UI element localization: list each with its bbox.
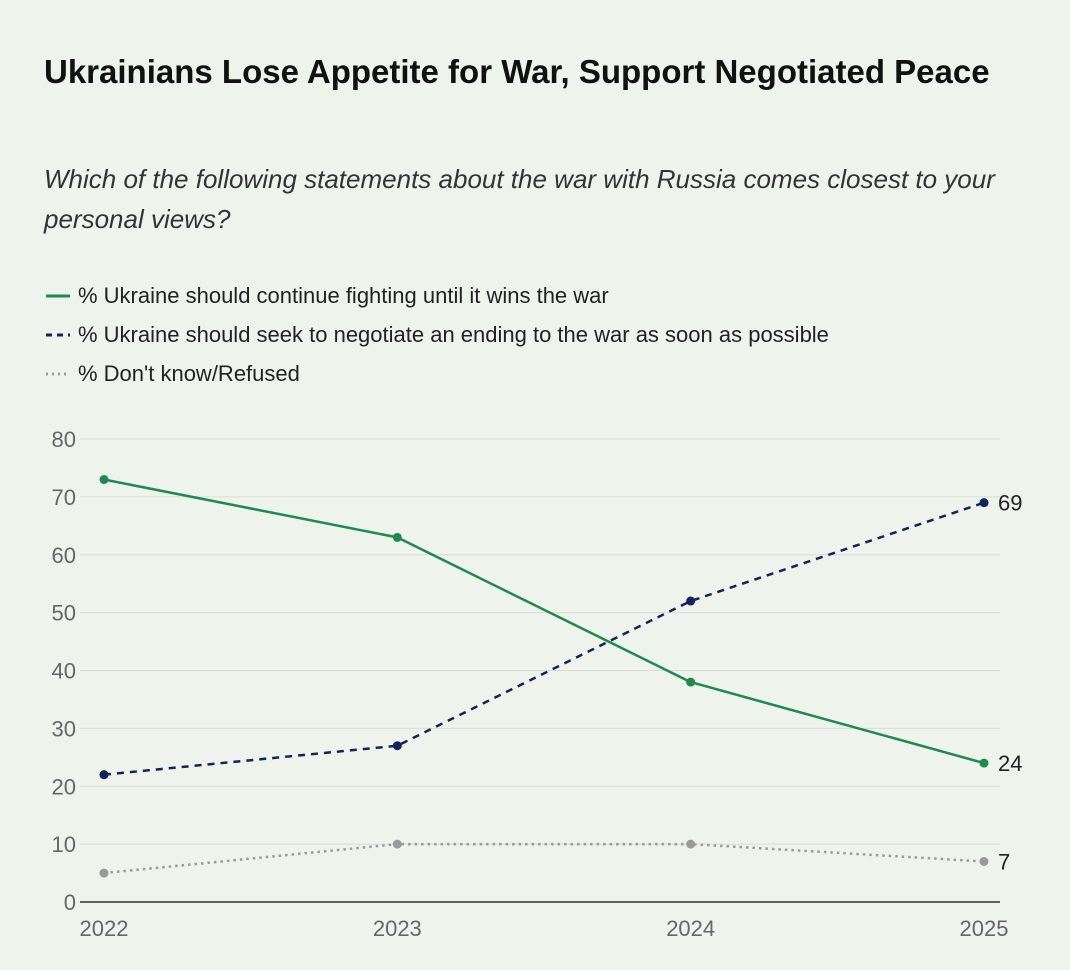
y-tick-label-20: 20 [52,774,76,799]
grid [80,438,1000,845]
line-chart: 0 10 20 30 40 50 60 70 80 2022 2023 2024 2025 24 69 7 [52,427,1023,941]
data-point-dontknow-2022 [99,868,109,878]
y-tick-label-30: 30 [52,716,76,741]
x-tick-label-2022: 2022 [80,916,129,941]
chart-subtitle: Which of the following statements about … [44,164,995,234]
legend-item-continue: % Ukraine should continue fighting until… [44,276,1044,315]
legend-label-negotiate: % Ukraine should seek to negotiate an en… [78,321,829,347]
legend-swatch-dashed [44,330,74,340]
legend-item-dontknow: % Don't know/Refused [44,354,1044,393]
data-point-negotiate-2025 [979,498,989,508]
data-label-negotiate: 69 [998,491,1022,516]
legend-swatch-dotted [44,369,74,379]
chart-title: Ukrainians Lose Appetite for War, Suppor… [44,53,990,90]
series [99,475,989,878]
data-point-dontknow-2024 [686,839,696,849]
labels: 24 69 7 [998,491,1022,875]
y-tick-label-80: 80 [52,427,76,452]
data-point-continue-2023 [392,532,402,542]
legend-label-dontknow: % Don't know/Refused [78,360,300,386]
legend-item-negotiate: % Ukraine should seek to negotiate an en… [44,315,1044,354]
legend: % Ukraine should continue fighting until… [44,276,1044,393]
data-point-continue-2024 [686,677,696,687]
legend-label-continue: % Ukraine should continue fighting until… [78,282,609,308]
y-tick-label-50: 50 [52,601,76,626]
x-tick-label-2025: 2025 [960,916,1009,941]
series-line-negotiate [103,501,985,776]
data-point-continue-2025 [979,758,989,768]
legend-swatch-solid [44,291,74,301]
x-tick-label-2023: 2023 [373,916,422,941]
x-tick-label-2024: 2024 [666,916,715,941]
data-point-negotiate-2023 [392,741,402,751]
y-tick-label-10: 10 [52,832,76,857]
y-tick-label-40: 40 [52,659,76,684]
series-line-continue [103,478,985,765]
data-label-dontknow: 7 [998,849,1010,874]
data-point-continue-2022 [99,475,109,485]
axes: 0 10 20 30 40 50 60 70 80 2022 2023 2024 2025 [52,427,1009,941]
data-point-negotiate-2024 [686,596,696,606]
data-point-negotiate-2022 [99,770,109,780]
data-point-dontknow-2023 [392,839,402,849]
y-tick-label-70: 70 [52,485,76,510]
y-tick-label-0: 0 [64,890,76,915]
data-label-continue: 24 [998,751,1022,776]
data-point-dontknow-2025 [979,856,989,866]
y-tick-label-60: 60 [52,543,76,568]
series-line-dontknow [103,842,985,875]
